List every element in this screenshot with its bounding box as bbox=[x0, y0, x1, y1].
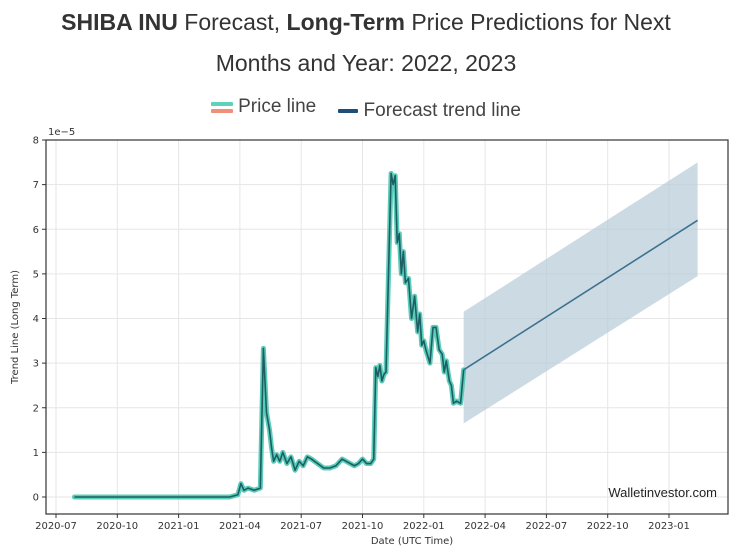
legend: Price line Forecast trend line bbox=[0, 95, 732, 123]
chart-title-line-1: SHIBA INU Forecast, Long-Term Price Pred… bbox=[0, 8, 732, 36]
y-tick-label: 7 bbox=[33, 180, 39, 191]
title-long-term: Long-Term bbox=[286, 9, 405, 35]
chart-title-line-2: Months and Year: 2022, 2023 bbox=[215, 50, 517, 76]
y-scale-label: 1e−5 bbox=[48, 127, 75, 138]
plot-frame bbox=[45, 139, 729, 515]
y-tick-label: 2 bbox=[33, 403, 39, 414]
x-tick-label: 2021-10 bbox=[342, 521, 384, 532]
forecast-line-swatch-icon bbox=[337, 108, 358, 113]
legend-label-forecast-trend-line: Forecast trend line bbox=[363, 99, 521, 121]
x-tick-label: 2021-04 bbox=[219, 521, 261, 532]
forecast-band bbox=[463, 162, 698, 424]
y-axis-label: Trend Line (Long Term) bbox=[10, 270, 21, 385]
title-text-1: Forecast, bbox=[177, 9, 287, 35]
watermark: Walletinvestor.com bbox=[608, 485, 717, 500]
x-tick-label: 2022-04 bbox=[464, 521, 506, 532]
legend-item-price-line[interactable]: Price line bbox=[211, 95, 316, 119]
price-chart: 0 1 2 3 4 5 6 7 8 2020-07 2020-10 2021-01 2021-04 202… bbox=[10, 127, 729, 547]
y-tick-label: 0 bbox=[33, 493, 39, 504]
x-tick-label: 2023-01 bbox=[648, 521, 690, 532]
x-tick-label: 2022-10 bbox=[587, 521, 629, 532]
y-tick-label: 1 bbox=[33, 448, 39, 459]
y-tick-label: 3 bbox=[33, 359, 39, 370]
legend-item-forecast-trend-line[interactable]: Forecast trend line bbox=[337, 99, 521, 123]
y-tick-label: 4 bbox=[33, 314, 39, 325]
price-line-glow bbox=[71, 170, 467, 500]
x-tick-label: 2021-07 bbox=[280, 521, 322, 532]
price-line bbox=[74, 172, 465, 498]
forecast-confidence-band bbox=[463, 162, 698, 424]
y-tick-label: 5 bbox=[33, 269, 39, 280]
x-tick-label: 2020-10 bbox=[96, 521, 138, 532]
title-text-2: Price Predictions for Next bbox=[404, 9, 671, 35]
x-tick-label: 2022-07 bbox=[526, 521, 568, 532]
x-tick-label: 2021-01 bbox=[158, 521, 200, 532]
series bbox=[71, 170, 699, 500]
x-axis-label: Date (UTC Time) bbox=[371, 536, 453, 547]
forecast-trend-line bbox=[463, 219, 699, 371]
y-tick-label: 6 bbox=[33, 225, 39, 236]
legend-label-price-line: Price line bbox=[238, 96, 317, 117]
x-tick-label: 2020-07 bbox=[35, 521, 77, 532]
x-tick-label: 2022-01 bbox=[403, 521, 445, 532]
price-line-swatch-icon bbox=[211, 101, 234, 113]
y-tick-label: 8 bbox=[33, 136, 39, 147]
title-coin-name: SHIBA INU bbox=[61, 9, 178, 35]
axes: 0 1 2 3 4 5 6 7 8 2020-07 2020-10 2021-01 2021-04 202… bbox=[33, 136, 729, 532]
